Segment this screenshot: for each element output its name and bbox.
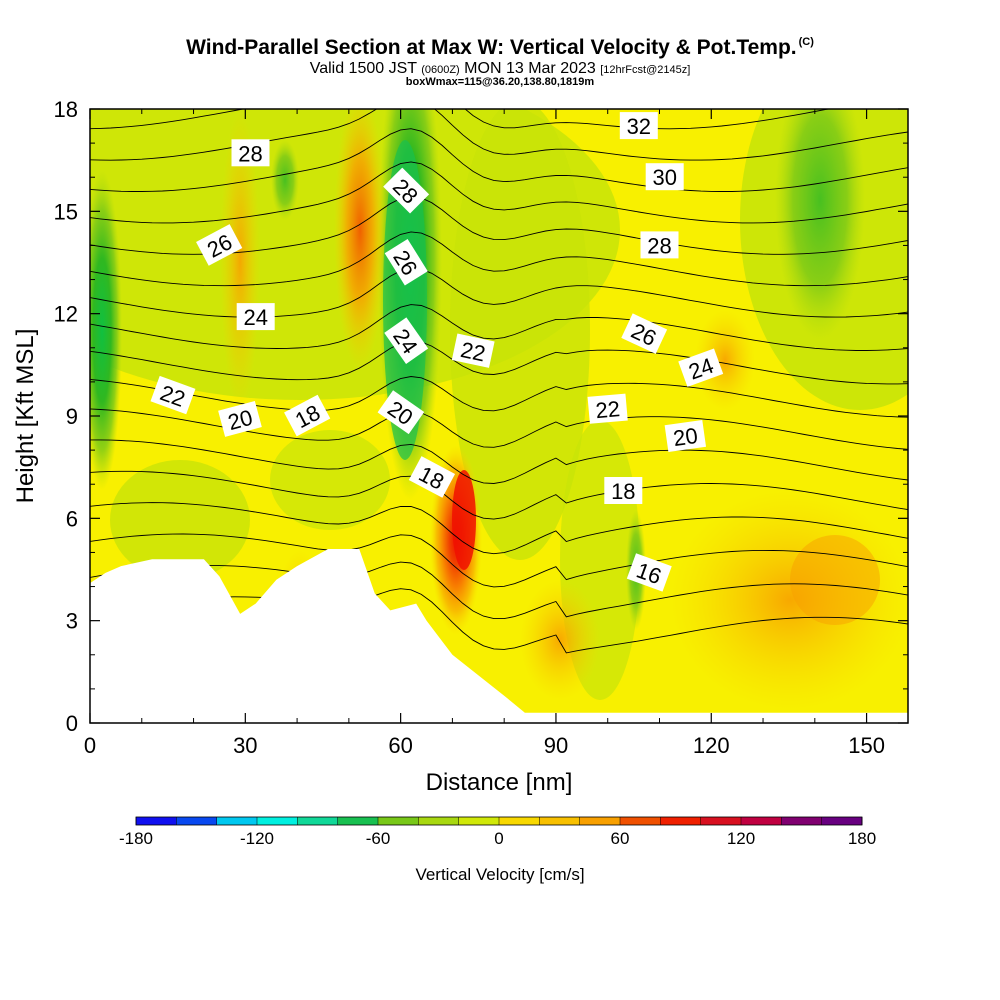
theta-contour [90, 376, 908, 418]
colorbar-bin [136, 817, 177, 825]
theta-contour [90, 439, 908, 484]
theta-contour [90, 109, 832, 130]
colorbar-bin [257, 817, 298, 825]
theta-contour [90, 470, 908, 520]
colorbar-bin [539, 817, 581, 825]
y-tick-label: 6 [66, 506, 78, 531]
contour-label: 18 [604, 477, 643, 504]
theta-contour [90, 161, 908, 224]
colorbar-tick-label: 60 [611, 829, 630, 848]
colorbar-bin [297, 817, 339, 825]
colorbar-tick-label: 120 [727, 829, 755, 848]
colorbar-bin [216, 817, 258, 825]
colorbar-bin [176, 817, 218, 825]
y-tick-label: 0 [66, 711, 78, 736]
chart-title: Wind-Parallel Section at Max W: Vertical… [186, 36, 814, 59]
contour-label-text: 30 [652, 165, 676, 190]
contour-label: 32 [619, 112, 658, 140]
contour-label: 28 [640, 231, 679, 259]
colorbar: -180 -120 -60 0 60 120 180 [119, 816, 876, 848]
contour-label-text: 28 [238, 141, 262, 166]
colorbar-bin [700, 817, 742, 825]
x-tick-label: 0 [84, 733, 96, 758]
colorbar-bin [418, 817, 460, 825]
theta-contour [90, 340, 908, 385]
terrain-mask [90, 549, 908, 723]
colorbar-bin [579, 817, 621, 825]
contour-label-text: 28 [647, 233, 671, 258]
velocity-field [90, 99, 908, 723]
colorbar-bin [620, 817, 661, 825]
chart-subtitle: Valid 1500 JST (0600Z) MON 13 Mar 2023 [… [309, 60, 691, 77]
contour-label-text: 22 [594, 396, 621, 423]
theta-contour [90, 128, 908, 192]
contour-label: 20 [664, 419, 707, 453]
colorbar-bin [499, 817, 540, 825]
theta-contour [90, 109, 908, 161]
contour-label: 20 [218, 400, 262, 437]
x-tick-label: 60 [388, 733, 412, 758]
colorbar-tick-label: -60 [366, 829, 391, 848]
contour-label-text: 22 [458, 337, 487, 367]
x-axis-label: Distance [nm] [426, 769, 573, 796]
colorbar-label: Vertical Velocity [cm/s] [415, 865, 584, 884]
x-tick-label: 120 [693, 733, 730, 758]
y-tick-label: 3 [66, 609, 78, 634]
x-tick-label: 150 [848, 733, 885, 758]
x-tick-label: 90 [544, 733, 568, 758]
box-info: boxWmax=115@36.20,138.80,1819m [405, 76, 595, 88]
colorbar-bin [821, 817, 863, 825]
contour-label: 26 [384, 238, 428, 286]
colorbar-bin [337, 817, 379, 825]
theta-contour [90, 561, 908, 620]
colorbar-bin [660, 817, 702, 825]
theta-contour [90, 533, 908, 588]
theta-contour [90, 231, 908, 287]
theta-contour [90, 99, 908, 102]
contour-label: 22 [451, 333, 495, 368]
colorbar-tick-label: 180 [848, 829, 876, 848]
contour-label-text: 32 [627, 114, 651, 139]
axis-ticks: 0 30 60 90 120 150 0 3 6 9 12 15 18 [54, 97, 908, 758]
contour-label-text: 18 [611, 479, 635, 504]
colorbar-bin [378, 817, 419, 825]
contour-label: 24 [236, 303, 275, 331]
y-axis-label: Height [Kft MSL] [12, 329, 39, 504]
theta-contour [90, 304, 908, 351]
colorbar-tick-label: 0 [494, 829, 503, 848]
contour-label: 28 [231, 139, 270, 167]
contour-label-text: 20 [672, 423, 700, 451]
copyright-mark: (C) [798, 36, 814, 48]
contour-label: 16 [626, 553, 672, 592]
colorbar-bin [781, 817, 823, 825]
x-tick-label: 30 [233, 733, 257, 758]
y-tick-label: 18 [54, 97, 78, 122]
y-tick-label: 15 [54, 199, 78, 224]
theta-contour [90, 502, 908, 555]
theta-contour [90, 267, 908, 318]
y-tick-label: 9 [66, 404, 78, 429]
colorbar-tick-label: -180 [119, 829, 153, 848]
contour-label: 30 [645, 163, 684, 191]
y-tick-label: 12 [54, 302, 78, 327]
colorbar-tick-label: -120 [240, 829, 274, 848]
contour-label-text: 24 [243, 305, 267, 330]
contour-label: 22 [587, 393, 628, 424]
colorbar-bin [458, 817, 500, 825]
colorbar-bin [741, 817, 782, 825]
